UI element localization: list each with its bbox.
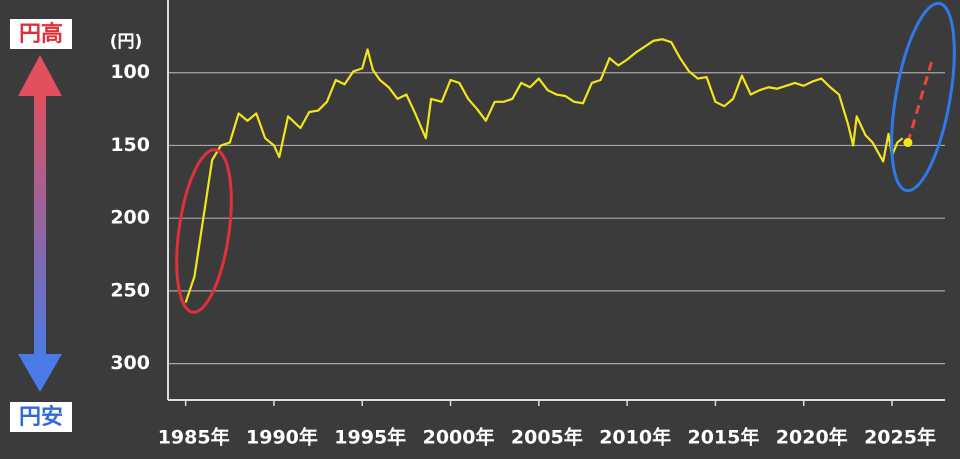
x-tick-label: 2020年 bbox=[776, 426, 848, 449]
top-label: 円高 bbox=[19, 21, 63, 47]
x-tick-label: 2015年 bbox=[687, 426, 759, 449]
y-tick-label: 150 bbox=[110, 134, 150, 156]
x-tick-label: 1985年 bbox=[158, 426, 230, 449]
y-tick-label: 100 bbox=[110, 61, 150, 83]
forecast-line bbox=[906, 57, 935, 143]
x-tick-label: 2025年 bbox=[864, 426, 936, 449]
bottom-label-box bbox=[10, 402, 72, 432]
yen-arrow bbox=[18, 55, 62, 392]
x-tick-label: 2010年 bbox=[599, 426, 671, 449]
bottom-label: 円安 bbox=[19, 404, 63, 430]
highlight-ellipse bbox=[890, 1, 956, 193]
data-line bbox=[184, 38, 904, 303]
x-tick-label: 1995年 bbox=[334, 426, 406, 449]
x-tick-label: 1990年 bbox=[246, 426, 318, 449]
plot: 100 150 200 250 300 1985年 1990年 1995年 2000年 2005年… bbox=[110, 0, 945, 449]
top-label-box bbox=[10, 19, 72, 49]
highlight-ellipse bbox=[175, 148, 233, 314]
y-tick-label: 300 bbox=[110, 352, 150, 374]
y-tick-label: 200 bbox=[110, 207, 150, 229]
unit-label: (円) bbox=[110, 32, 143, 52]
x-tick-label: 2005年 bbox=[511, 426, 583, 449]
y-tick-label: 250 bbox=[110, 279, 150, 301]
forecast-start-point bbox=[903, 138, 913, 148]
x-tick-label: 2000年 bbox=[423, 426, 495, 449]
